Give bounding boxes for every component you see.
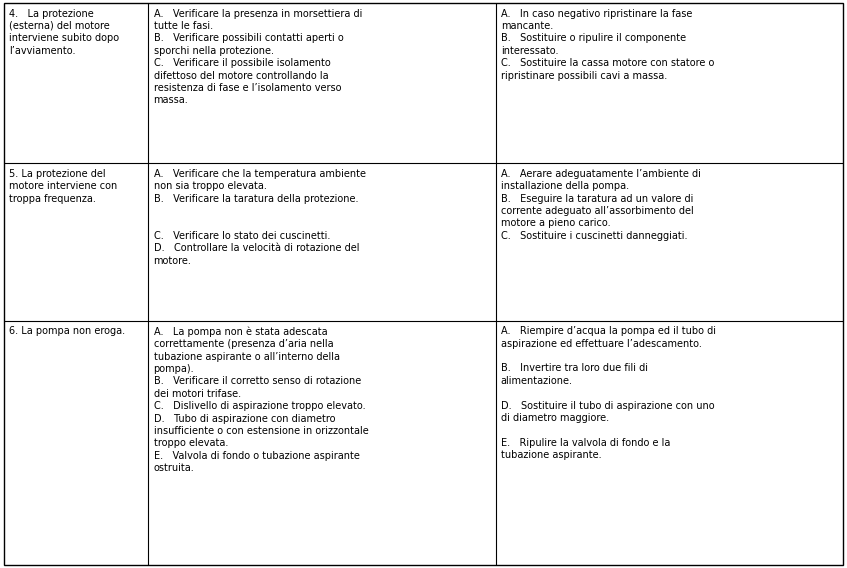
Text: A.   Aerare adeguatamente l’ambiente di
installazione della pompa.
B.   Eseguire: A. Aerare adeguatamente l’ambiente di in… <box>501 169 700 241</box>
Text: A.   In caso negativo ripristinare la fase
mancante.
B.   Sostituire o ripulire : A. In caso negativo ripristinare la fase… <box>501 9 714 81</box>
Text: A.   Riempire d’acqua la pompa ed il tubo di
aspirazione ed effettuare l’adescam: A. Riempire d’acqua la pompa ed il tubo … <box>501 326 716 460</box>
Text: 5. La protezione del
motore interviene con
troppa frequenza.: 5. La protezione del motore interviene c… <box>9 169 118 203</box>
Text: A.   Verificare che la temperatura ambiente
non sia troppo elevata.
B.   Verific: A. Verificare che la temperatura ambient… <box>153 169 366 266</box>
Text: 4.   La protezione
(esterna) del motore
interviene subito dopo
l’avviamento.: 4. La protezione (esterna) del motore in… <box>9 9 119 56</box>
Text: A.   La pompa non è stata adescata
correttamente (presenza d’aria nella
tubazion: A. La pompa non è stata adescata corrett… <box>153 326 368 473</box>
Text: 6. La pompa non eroga.: 6. La pompa non eroga. <box>9 326 125 336</box>
Text: A.   Verificare la presenza in morsettiera di
tutte le fasi.
B.   Verificare pos: A. Verificare la presenza in morsettiera… <box>153 9 362 105</box>
